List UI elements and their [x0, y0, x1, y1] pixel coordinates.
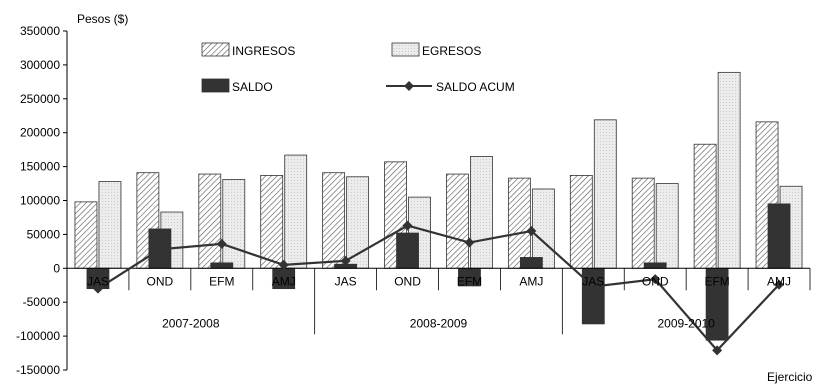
saldo-acum-point: [340, 255, 351, 266]
y-tick-label: 300000: [20, 58, 60, 72]
saldo-bar: [210, 262, 234, 269]
legend-label: SALDO: [232, 80, 273, 94]
ingresos-bar: [569, 175, 593, 269]
ingresos-bar: [631, 177, 655, 269]
category-label: EFM: [704, 274, 729, 288]
category-label: JAS: [335, 274, 357, 288]
saldo-bar: [519, 257, 543, 269]
egresos-bar: [98, 181, 122, 269]
group-label: 2007-2008: [162, 316, 220, 330]
egresos-bar: [717, 71, 741, 269]
saldo-acum-point: [278, 259, 289, 270]
saldo-acum-point: [526, 226, 537, 237]
saldo-acum-point: [712, 345, 723, 356]
egresos-bar: [655, 183, 679, 269]
category-label: OND: [642, 274, 669, 288]
ingresos-bar: [507, 177, 531, 269]
category-label: AMJ: [767, 274, 791, 288]
category-label: EFM: [457, 274, 482, 288]
category-label: OND: [147, 274, 174, 288]
legend: INGRESOS EGRESOS SALDO SALDO ACUM: [201, 42, 515, 94]
saldo-acum-point: [464, 237, 475, 248]
category-label: JAS: [582, 274, 604, 288]
saldo-acum-point: [588, 281, 599, 292]
y-axis-label: Pesos ($): [77, 12, 128, 26]
saldo-acum-point: [216, 238, 227, 249]
saldo-acum-point: [650, 274, 661, 285]
y-tick-label: 0: [53, 261, 60, 275]
y-tick-label: 250000: [20, 92, 60, 106]
group-label: 2008-2009: [410, 316, 468, 330]
zero-axis: [66, 267, 811, 335]
category-label: EFM: [209, 274, 234, 288]
y-tick-label: -50000: [23, 295, 61, 309]
saldo-bar: [396, 232, 419, 269]
y-tick-label: 150000: [20, 160, 60, 174]
y-tick-label: 100000: [20, 194, 60, 208]
y-tick-label: 50000: [27, 227, 61, 241]
y-tick-label: 200000: [20, 126, 60, 140]
y-tick-label: 350000: [20, 24, 60, 38]
legend-swatch: [391, 42, 420, 57]
saldo-acum-point: [154, 244, 165, 255]
ingresos-bar: [198, 173, 222, 269]
y-tick-label: -150000: [16, 363, 60, 377]
ingresos-bar: [693, 143, 717, 269]
bars: [74, 71, 803, 341]
saldo-acum-point: [774, 279, 785, 290]
egresos-bar: [470, 156, 493, 269]
saldo-acum-line: [92, 220, 785, 356]
legend-marker: [404, 81, 414, 91]
saldo-bar: [643, 262, 667, 269]
ingresos-bar: [322, 172, 346, 269]
x-axis-label: Ejercicio: [767, 370, 813, 384]
y-axis: -150000 -100000 -50000 0 50000 100000 150000 20…: [16, 24, 68, 377]
ingresos-bar: [260, 175, 284, 269]
category-labels: JAS OND EFM AMJ JAS OND EFM AMJ JAS OND EFM AMJ: [87, 274, 791, 288]
ingresos-bar: [74, 201, 98, 269]
group-labels: 2007-2008 2008-2009 2009-2010: [162, 316, 715, 330]
legend-swatch: [201, 42, 230, 57]
category-label: JAS: [87, 274, 109, 288]
legend-swatch: [201, 78, 230, 93]
saldo-acum-polyline: [97, 224, 780, 352]
saldo-acum-point: [92, 283, 103, 294]
ingresos-bar: [446, 173, 469, 269]
y-tick-label: -100000: [16, 329, 60, 343]
legend-label: SALDO ACUM: [436, 80, 515, 94]
egresos-bar: [531, 188, 555, 269]
legend-label: EGRESOS: [422, 44, 481, 58]
category-label: AMJ: [272, 274, 296, 288]
egresos-bar: [593, 119, 617, 269]
saldo-acum-point: [402, 220, 413, 231]
egresos-bar: [284, 154, 308, 269]
group-label: 2009-2010: [657, 316, 715, 330]
legend-label: INGRESOS: [232, 44, 295, 58]
saldo-bar: [767, 203, 791, 269]
category-label: AMJ: [519, 274, 543, 288]
egresos-bar: [222, 179, 246, 269]
category-label: OND: [394, 274, 421, 288]
